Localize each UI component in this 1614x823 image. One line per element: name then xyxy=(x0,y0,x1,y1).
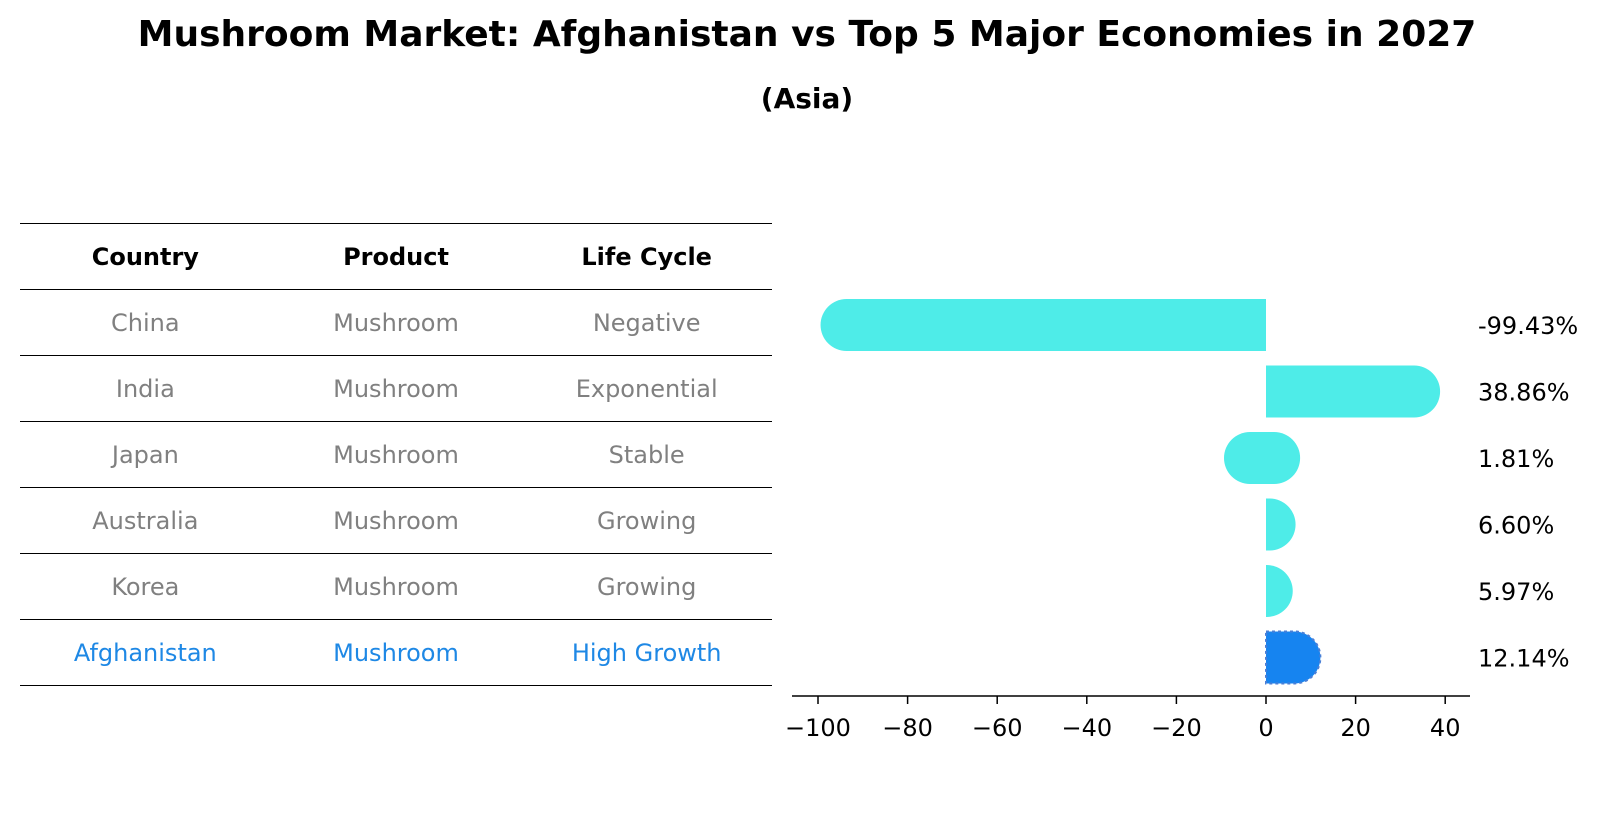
table-row: Korea Mushroom Growing xyxy=(20,554,772,620)
value-label: -99.43% xyxy=(1478,312,1578,340)
country-table: Country Product Life Cycle China Mushroo… xyxy=(20,223,772,686)
table-row: Australia Mushroom Growing xyxy=(20,488,772,554)
x-tick-label: −100 xyxy=(785,714,851,742)
product-cell: Mushroom xyxy=(333,506,459,535)
country-cell: Japan xyxy=(111,440,179,469)
product-cell: Mushroom xyxy=(333,638,459,667)
bar-india xyxy=(1266,365,1441,418)
x-tick-label: −40 xyxy=(1061,714,1112,742)
value-label: 5.97% xyxy=(1478,578,1554,606)
country-cell: China xyxy=(111,308,180,337)
life-cycle-cell: Growing xyxy=(596,572,697,601)
country-cell: India xyxy=(115,374,175,403)
x-tick-label: −20 xyxy=(1151,714,1202,742)
table-row: China Mushroom Negative xyxy=(20,290,772,356)
bar-australia xyxy=(1266,498,1296,551)
product-cell: Mushroom xyxy=(333,374,459,403)
chart-title: Mushroom Market: Afghanistan vs Top 5 Ma… xyxy=(137,14,1477,55)
x-tick-label: 0 xyxy=(1258,714,1273,742)
country-cell: Australia xyxy=(92,506,199,535)
header-product: Product xyxy=(343,242,449,271)
header-country: Country xyxy=(91,242,199,271)
table-row: India Mushroom Exponential xyxy=(20,356,772,422)
bar-afghanistan xyxy=(1265,630,1322,685)
life-cycle-cell: Negative xyxy=(592,308,701,337)
product-cell: Mushroom xyxy=(333,308,459,337)
value-label: 6.60% xyxy=(1478,512,1554,540)
life-cycle-cell: High Growth xyxy=(571,638,722,667)
product-cell: Mushroom xyxy=(333,572,459,601)
chart-subtitle: (Asia) xyxy=(760,82,854,115)
x-tick-label: −80 xyxy=(882,714,933,742)
table-header-row: Country Product Life Cycle xyxy=(20,224,772,290)
x-tick-label: 40 xyxy=(1430,714,1461,742)
country-cell: Afghanistan xyxy=(73,638,217,667)
header-life-cycle: Life Cycle xyxy=(581,242,712,271)
bar-korea xyxy=(1266,565,1293,617)
value-label: 12.14% xyxy=(1478,645,1570,673)
bar-china xyxy=(820,299,1266,351)
bar-japan xyxy=(1224,432,1301,484)
x-tick-label: −60 xyxy=(972,714,1023,742)
life-cycle-cell: Growing xyxy=(596,506,697,535)
table-row: Japan Mushroom Stable xyxy=(20,422,772,488)
product-cell: Mushroom xyxy=(333,440,459,469)
value-label: 38.86% xyxy=(1478,379,1570,407)
life-cycle-cell: Exponential xyxy=(575,374,718,403)
table-row-highlight: Afghanistan Mushroom High Growth xyxy=(20,620,772,686)
life-cycle-cell: Stable xyxy=(608,440,685,469)
country-cell: Korea xyxy=(111,572,180,601)
value-label: 1.81% xyxy=(1478,445,1554,473)
x-tick-label: 20 xyxy=(1340,714,1371,742)
